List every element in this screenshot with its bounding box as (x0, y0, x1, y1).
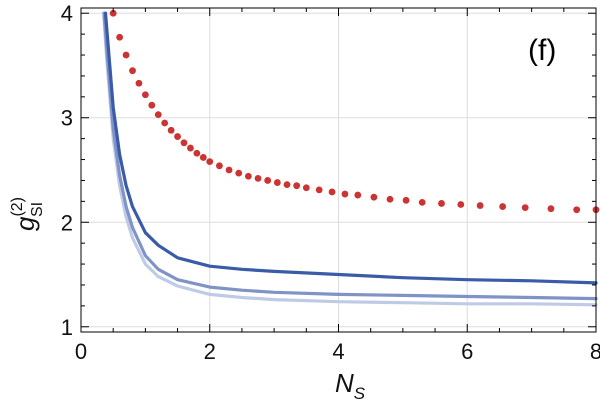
y-tick-label: 4 (61, 1, 73, 26)
x-axis-label-subscript: S (354, 384, 366, 403)
data-point (341, 190, 349, 198)
x-tick-label: 4 (332, 339, 344, 364)
x-axis-label: NS (335, 368, 366, 403)
data-point (167, 126, 175, 134)
y-tick-label: 1 (61, 315, 73, 340)
series-line-2 (102, 11, 598, 301)
data-point (476, 202, 484, 209)
series-line-1 (101, 11, 598, 307)
x-tick-label: 0 (75, 339, 87, 364)
data-point (499, 203, 507, 210)
data-point (154, 111, 162, 119)
data-point (573, 206, 581, 214)
data-point (244, 172, 252, 180)
data-point (254, 174, 262, 182)
data-point (264, 177, 272, 184)
x-axis-label-main: N (335, 368, 354, 398)
data-point (438, 200, 445, 207)
data-point (199, 154, 207, 161)
x-tick-label: 8 (590, 339, 600, 364)
data-point (129, 67, 136, 75)
dotted-series-4 (109, 9, 600, 214)
y-axis-label-superscript: (2) (9, 197, 26, 217)
y-tick-label: 3 (61, 106, 73, 131)
data-point (216, 162, 223, 170)
data-point (135, 79, 143, 87)
data-point (370, 193, 378, 201)
data-point (116, 33, 124, 41)
data-point (161, 119, 169, 127)
data-point (457, 201, 465, 208)
data-point (521, 204, 529, 212)
y-axis-label-main: g (10, 216, 40, 231)
y-axis-label: g(2) SI (9, 197, 46, 231)
x-tick-label: 6 (461, 339, 473, 364)
panel-label: (f) (528, 34, 556, 67)
data-point (193, 149, 201, 157)
y-axis-label-subscript: SI (29, 202, 46, 217)
data-point (386, 195, 394, 203)
tick-layer: 0 2 4 6 8 1 2 3 4 (61, 1, 600, 364)
data-point (206, 158, 214, 166)
data-point (225, 166, 233, 174)
x-tick-label: 2 (204, 339, 216, 364)
data-point (293, 182, 301, 190)
data-point (148, 101, 156, 109)
data-point (122, 51, 130, 59)
data-point (418, 199, 426, 206)
grid-layer (81, 8, 596, 332)
data-point (235, 169, 243, 177)
y-tick-label: 2 (61, 210, 73, 235)
data-point (283, 181, 291, 189)
data-point (315, 186, 323, 194)
data-point (547, 205, 555, 213)
data-point (302, 184, 310, 192)
data-point (180, 139, 188, 147)
series-layer (101, 9, 600, 307)
data-point (187, 144, 194, 152)
data-point (141, 91, 149, 99)
data-point (328, 188, 336, 196)
series-line-3 (103, 11, 598, 285)
data-point (402, 196, 410, 204)
data-point (174, 133, 181, 140)
data-point (109, 9, 117, 17)
data-point (354, 191, 362, 199)
data-point (273, 179, 281, 186)
